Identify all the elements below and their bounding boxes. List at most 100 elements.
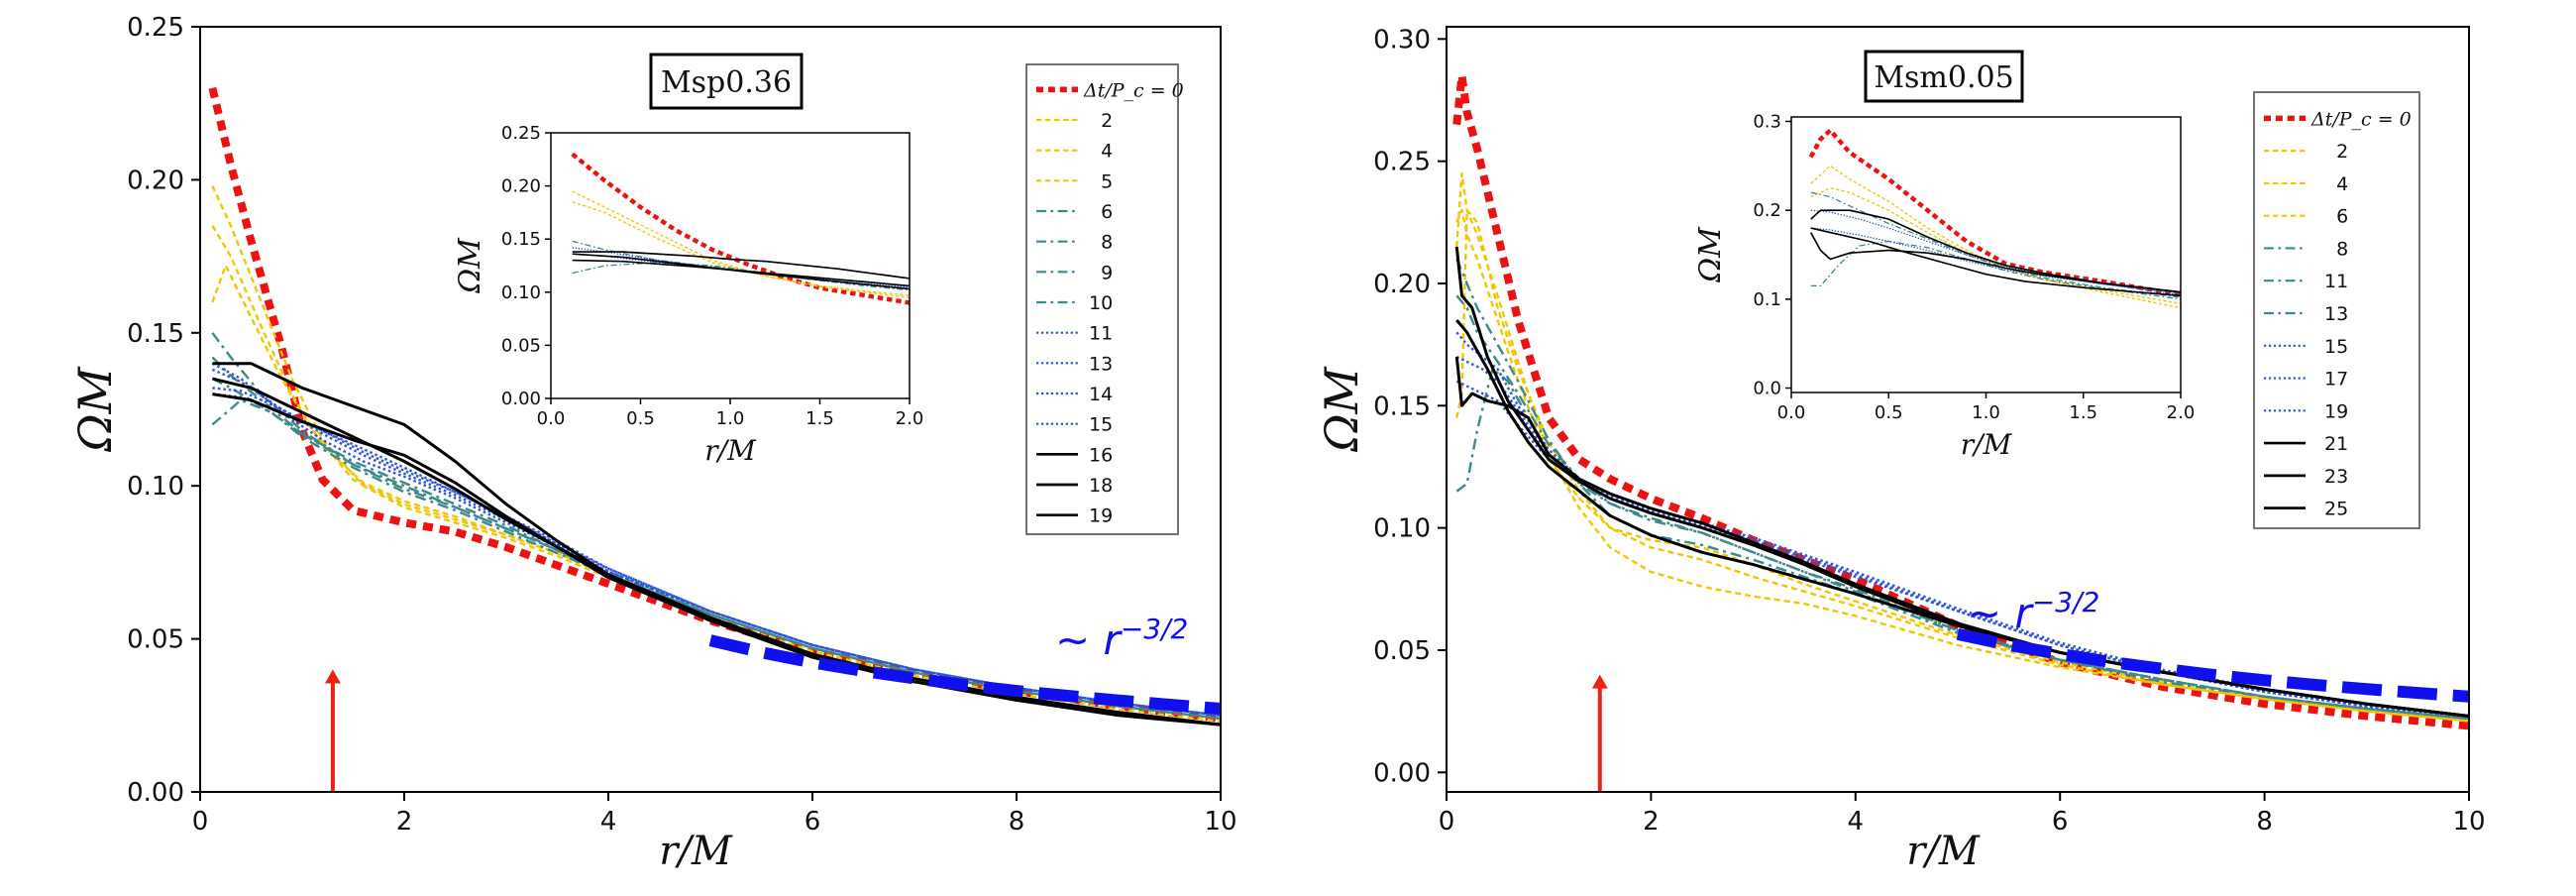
legend-header: Δt/P_c = 0	[1083, 79, 1184, 101]
series-line-8	[1455, 368, 2469, 721]
y-tick-label: 0.25	[1373, 148, 1431, 177]
y-tick-label: 0.20	[1373, 270, 1431, 299]
inset-x-axis-label: r/M	[1961, 428, 2013, 461]
legend-label: 21	[2324, 433, 2348, 455]
inset-y-tick-label: 0.25	[501, 123, 541, 144]
axes-frame	[1446, 26, 2470, 793]
x-tick-label: 10	[1204, 807, 1236, 837]
legend-label: 19	[1089, 505, 1113, 527]
inset-y-tick-label: 0.10	[501, 282, 541, 303]
fit-label-text: ~ r	[1967, 589, 2035, 637]
inset-series-line-8	[1810, 240, 2181, 300]
axes-frame	[199, 26, 1222, 793]
fit-curve	[1956, 628, 2469, 703]
inset-y-tick-label: 0.05	[501, 335, 541, 356]
legend-label: 25	[2324, 499, 2348, 520]
inset-x-tick-label: 1.0	[716, 408, 745, 429]
legend-label: 8	[2336, 238, 2348, 260]
y-tick-label: 0.05	[1373, 636, 1431, 666]
inset-series-line-4	[572, 201, 910, 296]
inset-series-line-Δt/P_c = 0	[571, 152, 910, 305]
y-tick-label: 0.15	[1373, 392, 1431, 421]
inset-series-line-15	[1810, 209, 2181, 296]
x-tick-label: 4	[600, 807, 617, 837]
series-line-19	[212, 362, 1221, 727]
inset-x-tick-label: 2.0	[896, 408, 924, 429]
series-line-5	[211, 225, 1221, 721]
x-tick-label: 2	[396, 807, 413, 837]
legend-label: 15	[2324, 336, 2348, 358]
legend-label: 17	[2324, 369, 2348, 391]
legend-label: 2	[1101, 110, 1113, 132]
x-tick-label: 0	[192, 807, 209, 837]
inset-series-line-4	[1810, 187, 2181, 304]
inset-series-line-23	[1809, 232, 2181, 293]
legend-label: 15	[1089, 414, 1113, 436]
panel-0: 0 2 4 6 8 10 0.00 0.05 0.10 0.15 0.20 0.25 r/M ΩM ~ r−…	[68, 13, 1237, 874]
inset-x-axis-label: r/M	[704, 434, 757, 467]
y-axis-label: ΩM	[1315, 365, 1368, 452]
panel-title: Msm0.05	[1874, 60, 2013, 95]
legend-label: 4	[2336, 173, 2348, 195]
fit-label-exponent: −3/2	[1121, 613, 1189, 645]
legend-label: 2	[2336, 141, 2348, 163]
x-tick-label: 6	[805, 807, 821, 837]
legend-box	[2253, 91, 2420, 529]
panel-1: 0 2 4 6 8 10 0.00 0.05 0.10 0.15 0.20 0.25 0.30 r/M ΩM…	[1315, 25, 2486, 874]
inset-x-tick-label: 1.0	[1972, 402, 2000, 423]
inset-y-tick-label: 0.3	[1753, 111, 1781, 132]
legend-label: 10	[1089, 292, 1113, 314]
series-line-11	[1455, 258, 2469, 721]
x-tick-label: 10	[2452, 807, 2485, 837]
inset-y-tick-label: 0.15	[501, 229, 541, 250]
inset-y-tick-label: 0.20	[501, 176, 541, 197]
y-tick-label: 0.25	[127, 13, 184, 43]
series-line-4	[211, 264, 1221, 721]
legend-label: 5	[1101, 170, 1113, 192]
legend-label: 8	[1101, 232, 1113, 254]
inset-series-group	[571, 152, 910, 305]
inset-x-tick-label: 0.5	[1875, 402, 1903, 423]
arrow-head	[1591, 674, 1608, 689]
x-axis-label: r/M	[659, 829, 733, 874]
y-tick-label: 0.20	[127, 166, 184, 195]
y-tick-label: 0.30	[1373, 25, 1431, 55]
x-tick-label: 4	[1848, 807, 1865, 837]
series-line-2	[1455, 171, 2469, 723]
inset-y-axis-label: ΩM	[453, 237, 487, 294]
y-tick-label: 0.00	[1373, 758, 1431, 788]
legend-label: 4	[1101, 141, 1113, 163]
x-tick-label: 8	[2256, 807, 2273, 837]
legend-label: 6	[1101, 201, 1113, 223]
inset-series-line-21	[1810, 209, 2181, 293]
inset-series-line-2	[572, 190, 910, 298]
legend-label: 23	[2324, 466, 2348, 488]
fit-label: ~ r−3/2	[1967, 586, 2099, 637]
inset-y-tick-label: 0.00	[501, 389, 541, 409]
y-tick-label: 0.10	[1373, 514, 1431, 544]
series-group	[1452, 71, 2469, 730]
inset-series-line-18	[572, 259, 910, 287]
legend-label: 6	[2336, 206, 2348, 228]
legend-label: 18	[1089, 475, 1113, 497]
inset-x-tick-label: 1.5	[805, 408, 834, 429]
legend-label: 11	[2324, 271, 2348, 292]
fit-label: ~ r−3/2	[1055, 613, 1188, 664]
inset: 0.0 0.5 1.0 1.5 2.0 0.0 0.1 0.2 0.3 r/M ΩM	[1693, 111, 2195, 461]
y-tick-label: 0.00	[127, 778, 184, 808]
inset-y-axis-label: ΩM	[1693, 226, 1728, 283]
legend-label: 11	[1089, 323, 1113, 345]
panel-title-box	[1864, 50, 2024, 103]
inset-y-tick-label: 0.1	[1753, 289, 1781, 310]
x-axis-label: r/M	[1906, 829, 1981, 874]
series-line-2	[211, 185, 1221, 724]
inset-series-line-Δt/P_c = 0	[1808, 128, 2181, 297]
inset-x-tick-label: 0.5	[626, 408, 655, 429]
panel-title: Msp0.36	[661, 65, 792, 100]
inset-x-tick-label: 0.0	[1777, 402, 1806, 423]
series-line-13	[1455, 294, 2469, 721]
series-line-25	[1455, 319, 2469, 718]
y-tick-label: 0.15	[127, 319, 184, 349]
panel-title-box	[649, 53, 804, 110]
